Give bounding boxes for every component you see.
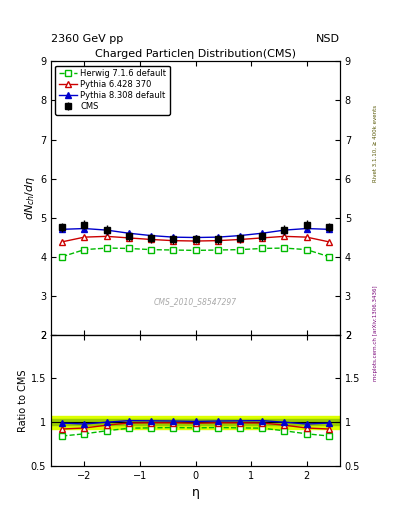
Pythia 6.428 370 — [193, 238, 198, 244]
X-axis label: η: η — [191, 486, 200, 499]
Pythia 6.428 370 — [171, 238, 176, 244]
Pythia 8.308 default — [327, 226, 331, 232]
Pythia 6.428 370 — [215, 238, 220, 244]
Pythia 6.428 370 — [82, 234, 87, 240]
Herwig 7.1.6 default — [60, 253, 64, 260]
Text: Rivet 3.1.10, ≥ 400k events: Rivet 3.1.10, ≥ 400k events — [373, 105, 378, 182]
Herwig 7.1.6 default — [282, 245, 287, 251]
Pythia 8.308 default — [215, 234, 220, 240]
Pythia 8.308 default — [193, 234, 198, 241]
Legend: Herwig 7.1.6 default, Pythia 6.428 370, Pythia 8.308 default, CMS: Herwig 7.1.6 default, Pythia 6.428 370, … — [55, 66, 170, 115]
Line: Pythia 6.428 370: Pythia 6.428 370 — [59, 233, 332, 245]
Herwig 7.1.6 default — [149, 247, 153, 253]
Herwig 7.1.6 default — [304, 247, 309, 253]
Herwig 7.1.6 default — [215, 247, 220, 253]
Pythia 8.308 default — [304, 225, 309, 231]
Pythia 8.308 default — [171, 234, 176, 240]
Pythia 6.428 370 — [127, 235, 131, 241]
Title: Charged Particleη Distribution(CMS): Charged Particleη Distribution(CMS) — [95, 49, 296, 59]
Pythia 6.428 370 — [260, 235, 264, 241]
Pythia 8.308 default — [82, 225, 87, 231]
Y-axis label: $dN_{ch}/d\eta$: $dN_{ch}/d\eta$ — [23, 176, 37, 220]
Herwig 7.1.6 default — [171, 247, 176, 253]
Pythia 6.428 370 — [60, 239, 64, 245]
Pythia 8.308 default — [149, 232, 153, 239]
Herwig 7.1.6 default — [127, 245, 131, 251]
Pythia 8.308 default — [260, 230, 264, 237]
Pythia 6.428 370 — [149, 237, 153, 243]
Pythia 8.308 default — [127, 230, 131, 237]
Text: 2360 GeV pp: 2360 GeV pp — [51, 34, 123, 44]
Herwig 7.1.6 default — [238, 247, 242, 253]
Pythia 8.308 default — [238, 232, 242, 239]
Y-axis label: Ratio to CMS: Ratio to CMS — [18, 369, 28, 432]
Herwig 7.1.6 default — [327, 253, 331, 260]
Text: mcplots.cern.ch [arXiv:1306.3436]: mcplots.cern.ch [arXiv:1306.3436] — [373, 285, 378, 380]
Pythia 8.308 default — [282, 227, 287, 233]
Line: Herwig 7.1.6 default: Herwig 7.1.6 default — [59, 245, 332, 260]
Line: Pythia 8.308 default: Pythia 8.308 default — [59, 226, 332, 240]
Herwig 7.1.6 default — [260, 245, 264, 251]
Pythia 6.428 370 — [238, 237, 242, 243]
Text: NSD: NSD — [316, 34, 340, 44]
Pythia 6.428 370 — [104, 233, 109, 240]
Text: CMS_2010_S8547297: CMS_2010_S8547297 — [154, 297, 237, 307]
Herwig 7.1.6 default — [193, 247, 198, 253]
Pythia 6.428 370 — [282, 233, 287, 240]
Pythia 6.428 370 — [327, 239, 331, 245]
Herwig 7.1.6 default — [104, 245, 109, 251]
Pythia 8.308 default — [60, 226, 64, 232]
Pythia 8.308 default — [104, 227, 109, 233]
Herwig 7.1.6 default — [82, 247, 87, 253]
Pythia 6.428 370 — [304, 234, 309, 240]
